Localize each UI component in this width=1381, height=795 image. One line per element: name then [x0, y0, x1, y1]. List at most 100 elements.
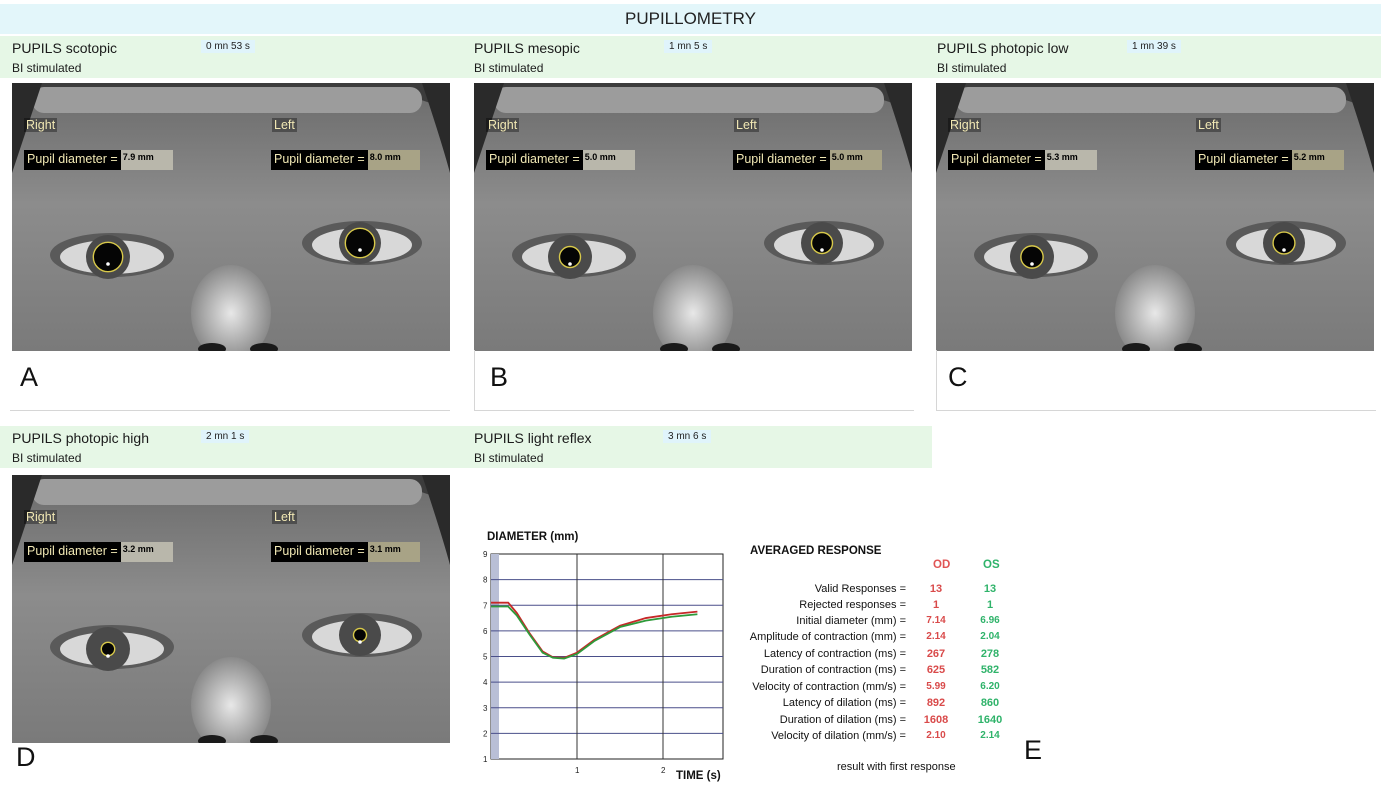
- metric-od-value: 2.10: [926, 730, 946, 741]
- y-tick-label: 1: [483, 755, 488, 764]
- eye-photo-scotopic: Right Left Pupil diameter = 7.9 mm Pupil…: [12, 83, 450, 351]
- panel-title: PUPILS mesopic: [474, 40, 580, 56]
- app-title: PUPILLOMETRY: [0, 4, 1381, 34]
- light-reflex-chart: 1 2 3 4 5 6 7 8 9 1 2: [483, 550, 724, 775]
- metric-od-value: 1: [932, 599, 940, 611]
- panel-letter: D: [16, 742, 36, 772]
- eye-photo-photopic-high: Right Left Pupil diameter = 3.2 mm Pupil…: [12, 475, 450, 743]
- left-pupil-diameter: Pupil diameter = 5.0 mm: [733, 150, 882, 170]
- panel-stimulus: BI stimulated: [474, 61, 544, 75]
- panel-stimulus: BI stimulated: [12, 451, 82, 465]
- metric-row: Initial diameter (mm) = 7.14 6.96: [700, 615, 1020, 631]
- panel-letter: E: [1024, 735, 1043, 765]
- metric-label: Duration of dilation (ms) =: [779, 714, 906, 726]
- metric-os-value: 2.04: [980, 631, 1000, 642]
- panel-letter: A: [20, 362, 39, 392]
- os-header: OS: [983, 559, 1000, 571]
- eye-photo-mesopic: Right Left Pupil diameter = 5.0 mm Pupil…: [474, 83, 912, 351]
- result-footnote: result with first response: [837, 761, 956, 773]
- face-photo: [936, 83, 1374, 351]
- face-photo: [474, 83, 912, 351]
- pupil-diameter-label: Pupil diameter =: [1195, 150, 1292, 170]
- row-divider: [936, 410, 1376, 411]
- metric-label: Initial diameter (mm) =: [796, 615, 906, 627]
- metric-row: Velocity of dilation (mm/s) = 2.10 2.14: [700, 730, 1020, 746]
- panel-time: 2 mn 1 s: [201, 430, 250, 443]
- panel-head-light-reflex: PUPILS light reflex 3 mn 6 s BI stimulat…: [466, 426, 932, 468]
- chart-y-label: DIAMETER (mm): [487, 531, 579, 543]
- pupil-diameter-label: Pupil diameter =: [271, 150, 368, 170]
- metric-row: Latency of contraction (ms) = 267 278: [700, 648, 1020, 664]
- metric-label: Rejected responses =: [799, 599, 906, 611]
- metric-os-value: 860: [980, 697, 1000, 709]
- pupil-diameter-label: Pupil diameter =: [948, 150, 1045, 170]
- od-header: OD: [933, 559, 951, 571]
- panel-time: 1 mn 5 s: [664, 40, 713, 53]
- left-pupil-value: 8.0 mm: [367, 150, 420, 170]
- metric-label: Velocity of dilation (mm/s) =: [771, 730, 906, 742]
- metric-os-value: 1640: [977, 714, 1003, 726]
- panel-letter: B: [490, 362, 509, 392]
- metric-label: Amplitude of contraction (mm) =: [749, 631, 906, 643]
- metric-label: Latency of contraction (ms) =: [763, 648, 906, 660]
- y-tick-label: 9: [483, 550, 488, 559]
- metric-label: Duration of contraction (ms) =: [760, 664, 906, 676]
- pupil-diameter-label: Pupil diameter =: [271, 542, 368, 562]
- pupil-diameter-label: Pupil diameter =: [24, 150, 121, 170]
- panel-title: PUPILS scotopic: [12, 40, 118, 56]
- x-tick-label: 2: [661, 766, 666, 775]
- panel-title: PUPILS photopic high: [12, 430, 149, 446]
- panel-head-scotopic: PUPILS scotopic 0 mn 53 s BI stimulated: [0, 36, 466, 78]
- row-divider: [474, 410, 914, 411]
- right-eye-label: Right: [24, 118, 58, 132]
- x-tick-label: 1: [575, 766, 580, 775]
- metric-os-value: 1: [986, 599, 994, 611]
- y-tick-label: 4: [483, 678, 488, 687]
- right-pupil-diameter: Pupil diameter = 7.9 mm: [24, 150, 173, 170]
- metric-os-value: 582: [980, 664, 1000, 676]
- metric-od-value: 2.14: [926, 631, 946, 642]
- pupil-diameter-label: Pupil diameter =: [733, 150, 830, 170]
- right-pupil-value: 5.3 mm: [1044, 150, 1097, 170]
- panel-stimulus: BI stimulated: [937, 61, 1007, 75]
- metric-os-value: 6.96: [980, 615, 1000, 626]
- left-eye-label: Left: [734, 118, 759, 132]
- right-pupil-value: 5.0 mm: [582, 150, 635, 170]
- pupil-diameter-label: Pupil diameter =: [486, 150, 583, 170]
- row-divider: [10, 410, 450, 411]
- metric-row: Rejected responses = 1 1: [700, 599, 1020, 615]
- series-line: [491, 605, 698, 660]
- metric-od-value: 892: [926, 697, 946, 709]
- metric-os-value: 13: [983, 583, 997, 595]
- y-tick-label: 2: [483, 729, 488, 738]
- right-pupil-diameter: Pupil diameter = 3.2 mm: [24, 542, 173, 562]
- metric-row: Valid Responses = 13 13: [700, 583, 1020, 599]
- left-eye-label: Left: [272, 118, 297, 132]
- right-pupil-diameter: Pupil diameter = 5.3 mm: [948, 150, 1097, 170]
- eye-photo-photopic-low: Right Left Pupil diameter = 5.3 mm Pupil…: [936, 83, 1374, 351]
- left-pupil-diameter: Pupil diameter = 5.2 mm: [1195, 150, 1344, 170]
- metric-row: Duration of dilation (ms) = 1608 1640: [700, 714, 1020, 730]
- right-pupil-value: 7.9 mm: [120, 150, 173, 170]
- panel-title: PUPILS photopic low: [937, 40, 1069, 56]
- metric-od-value: 625: [926, 664, 946, 676]
- face-photo: [12, 475, 450, 743]
- panel-border: [474, 350, 475, 410]
- left-pupil-value: 5.2 mm: [1291, 150, 1344, 170]
- panel-title: PUPILS light reflex: [474, 430, 592, 446]
- metric-label: Latency of dilation (ms) =: [782, 697, 906, 709]
- panel-stimulus: BI stimulated: [12, 61, 82, 75]
- metric-os-value: 6.20: [980, 681, 1000, 692]
- metric-od-value: 5.99: [926, 681, 946, 692]
- metric-od-value: 267: [926, 648, 946, 660]
- panel-time: 0 mn 53 s: [201, 40, 255, 53]
- left-pupil-diameter: Pupil diameter = 3.1 mm: [271, 542, 420, 562]
- chart-x-label: TIME (s): [676, 770, 721, 782]
- left-eye-label: Left: [1196, 118, 1221, 132]
- right-pupil-value: 3.2 mm: [120, 542, 173, 562]
- panel-stimulus: BI stimulated: [474, 451, 544, 465]
- left-pupil-diameter: Pupil diameter = 8.0 mm: [271, 150, 420, 170]
- pupil-diameter-label: Pupil diameter =: [24, 542, 121, 562]
- metric-row: Amplitude of contraction (mm) = 2.14 2.04: [700, 631, 1020, 647]
- panel-head-photopic-low: PUPILS photopic low 1 mn 39 s BI stimula…: [932, 36, 1381, 78]
